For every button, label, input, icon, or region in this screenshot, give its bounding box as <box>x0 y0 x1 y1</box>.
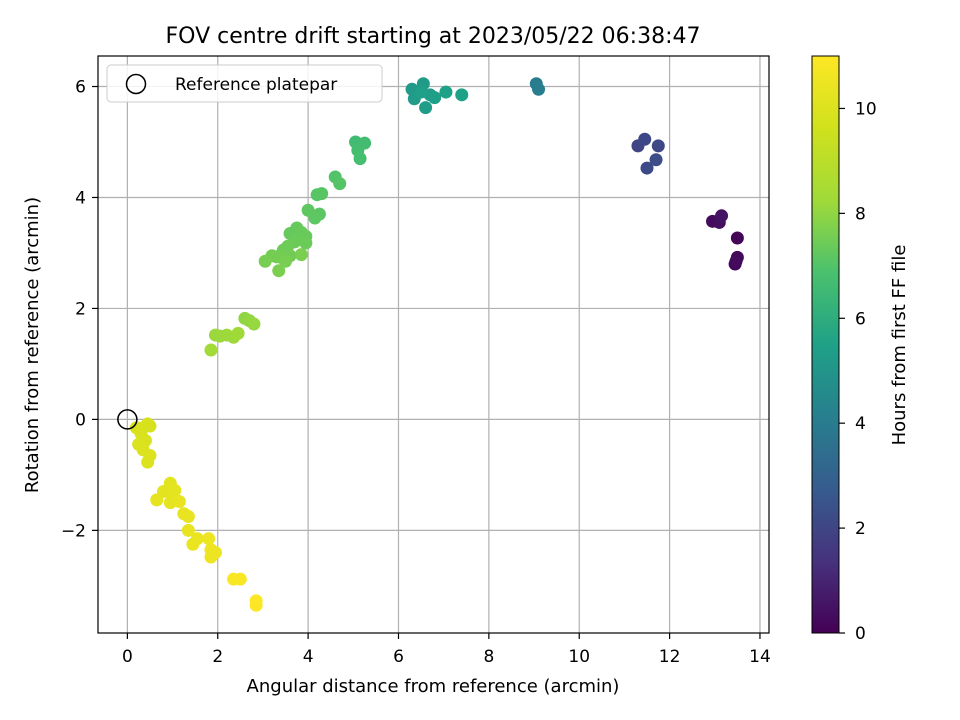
scatter-point <box>181 523 195 537</box>
scatter-point <box>439 85 453 99</box>
scatter-point <box>649 153 663 167</box>
y-tick-label: 4 <box>75 188 86 208</box>
scatter-point <box>249 598 263 612</box>
x-tick-label: 8 <box>483 647 494 667</box>
colorbar-tick-label: 4 <box>855 414 866 434</box>
scatter-point <box>272 264 286 278</box>
plot-frame <box>97 55 770 634</box>
scatter-point <box>730 231 744 245</box>
x-tick-label: 2 <box>212 647 223 667</box>
y-tick-label: 6 <box>75 78 86 98</box>
scatter-point <box>279 254 293 268</box>
scatter-point <box>204 343 218 357</box>
colorbar-tick-label: 8 <box>855 204 866 224</box>
scatter-point <box>233 572 247 586</box>
y-axis-label: Rotation from reference (arcmin) <box>22 197 43 493</box>
colorbar-ticks: 0 2 4 6 8 10 <box>839 99 877 644</box>
colorbar-tick-label: 10 <box>855 99 877 119</box>
reference-platepar-marker <box>117 409 138 430</box>
legend: Reference platepar <box>106 64 383 103</box>
scatter-point <box>715 209 729 223</box>
y-tick-label: 0 <box>75 410 86 430</box>
x-axis-label: Angular distance from reference (arcmin) <box>247 676 620 697</box>
gridlines <box>98 56 769 633</box>
scatter-point <box>150 493 164 507</box>
scatter-point <box>208 328 222 342</box>
legend-label: Reference platepar <box>175 75 337 95</box>
colorbar-label: Hours from first FF file <box>889 245 910 446</box>
scatter-point <box>294 248 308 262</box>
data-points <box>129 77 744 612</box>
x-tick-label: 6 <box>393 647 404 667</box>
scatter-point <box>168 483 182 497</box>
colorbar <box>811 55 840 634</box>
scatter-point <box>638 132 652 146</box>
scatter-point <box>455 88 469 102</box>
scatter-point <box>172 495 186 509</box>
scatter-point <box>231 326 245 340</box>
scatter-point <box>428 91 442 105</box>
colorbar-tick-label: 2 <box>855 519 866 539</box>
x-tick-label: 12 <box>659 647 681 667</box>
scatter-point <box>729 254 743 268</box>
chart-title: FOV centre drift starting at 2023/05/22 … <box>166 24 701 49</box>
y-tick-label: 2 <box>75 299 86 319</box>
scatter-point <box>202 532 216 546</box>
scatter-point <box>301 203 315 217</box>
scatter-point <box>181 509 195 523</box>
legend-marker-icon <box>125 73 147 95</box>
scatter-point <box>414 85 428 99</box>
legend-box <box>106 64 383 103</box>
scatter-point <box>143 419 157 433</box>
x-tick-label: 14 <box>749 647 771 667</box>
y-axis-ticks: −2 0 2 4 6 <box>61 78 98 541</box>
scatter-point <box>651 139 665 153</box>
scatter-point <box>315 187 329 201</box>
x-tick-label: 10 <box>568 647 590 667</box>
x-axis-ticks: 0 2 4 6 8 10 12 14 <box>122 633 771 667</box>
scatter-point <box>353 152 367 166</box>
y-tick-label: −2 <box>61 521 86 541</box>
x-tick-label: 0 <box>122 647 133 667</box>
scatter-point <box>419 101 433 115</box>
scatter-point <box>258 254 272 268</box>
scatter-point <box>141 455 155 469</box>
scatter-point <box>532 82 546 96</box>
scatter-point <box>186 537 200 551</box>
scatter-point <box>299 236 313 250</box>
scatter-point <box>204 550 218 564</box>
colorbar-tick-label: 0 <box>855 624 866 644</box>
scatter-point <box>640 161 654 175</box>
scatter-point <box>247 317 261 331</box>
x-tick-label: 4 <box>303 647 314 667</box>
scatter-point <box>333 177 347 191</box>
colorbar-tick-label: 6 <box>855 309 866 329</box>
